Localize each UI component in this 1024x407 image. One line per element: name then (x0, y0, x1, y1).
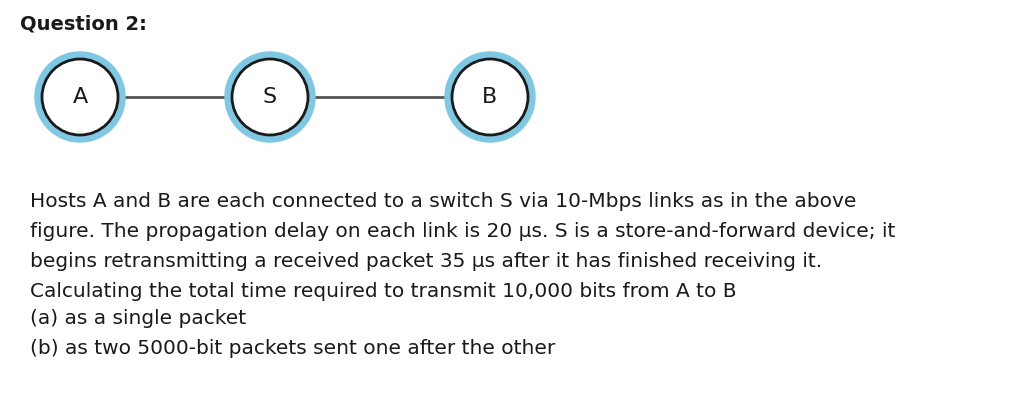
Text: Calculating the total time required to transmit 10,000 bits from A to B: Calculating the total time required to t… (30, 282, 736, 301)
Circle shape (445, 52, 535, 142)
Text: B: B (482, 87, 498, 107)
Circle shape (42, 59, 118, 135)
Text: A: A (73, 87, 88, 107)
Text: figure. The propagation delay on each link is 20 μs. S is a store-and-forward de: figure. The propagation delay on each li… (30, 222, 895, 241)
Text: (a) as a single packet: (a) as a single packet (30, 309, 246, 328)
Text: S: S (263, 87, 278, 107)
Text: Question 2:: Question 2: (20, 15, 146, 34)
Text: Hosts A and B are each connected to a switch S via 10-Mbps links as in the above: Hosts A and B are each connected to a sw… (30, 192, 856, 211)
Circle shape (452, 59, 528, 135)
Circle shape (225, 52, 315, 142)
Text: begins retransmitting a received packet 35 μs after it has finished receiving it: begins retransmitting a received packet … (30, 252, 822, 271)
Circle shape (232, 59, 308, 135)
Text: (b) as two 5000-bit packets sent one after the other: (b) as two 5000-bit packets sent one aft… (30, 339, 555, 358)
Circle shape (35, 52, 125, 142)
